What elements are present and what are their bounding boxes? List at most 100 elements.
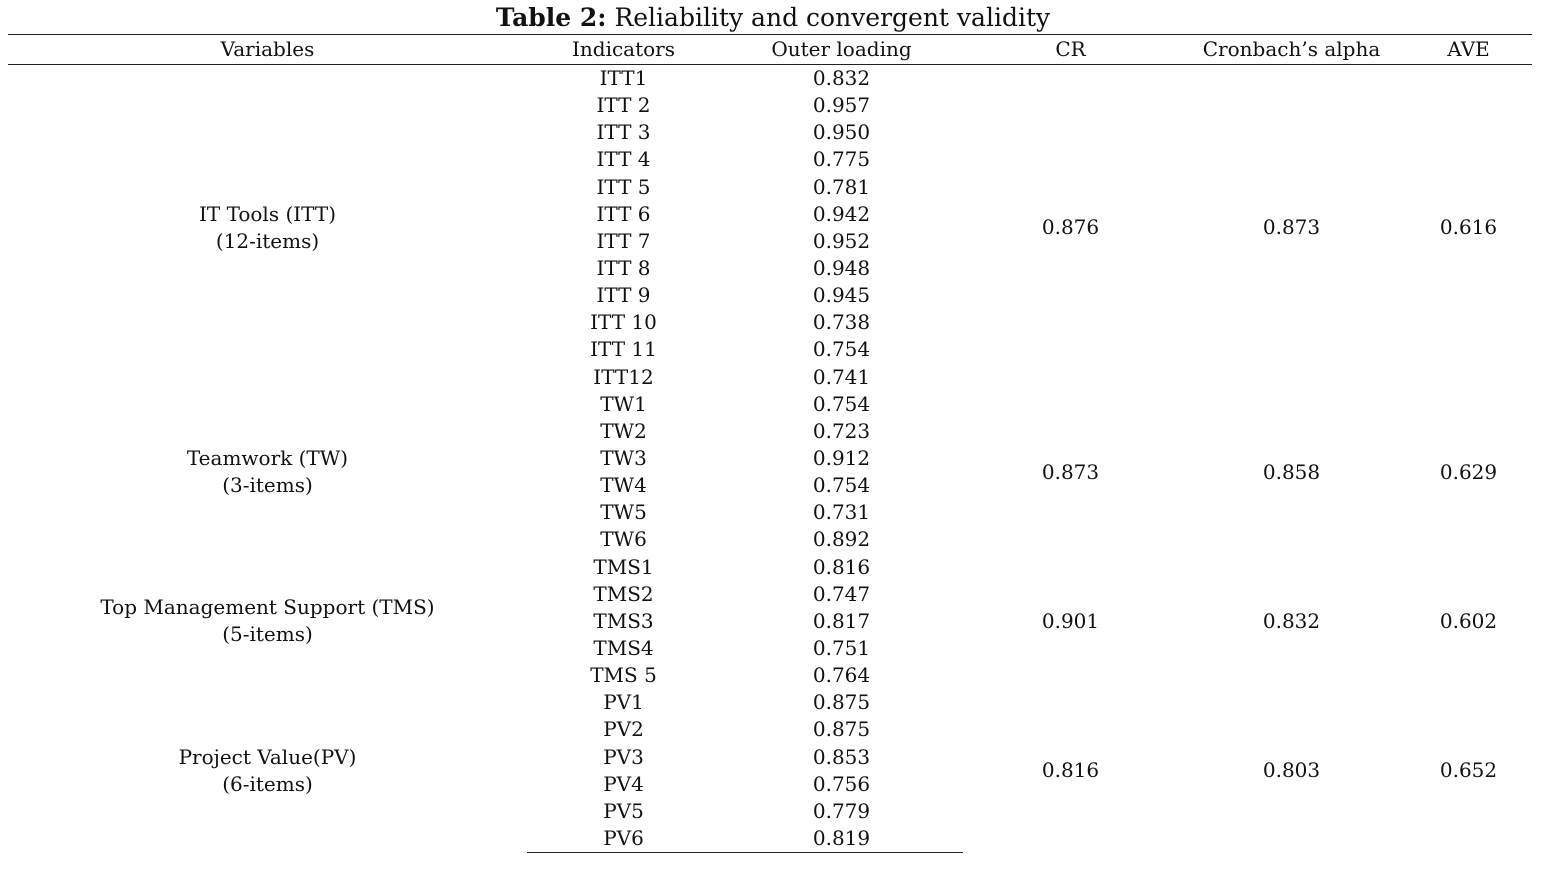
header-variables: Variables bbox=[8, 34, 527, 65]
table-row: TW2 0.723 bbox=[8, 418, 1532, 445]
indicator-cell: ITT 9 bbox=[596, 283, 651, 308]
table-row: ITT 11 0.754 bbox=[8, 336, 1532, 363]
variable-name: Top Management Support (TMS) bbox=[100, 595, 435, 620]
table-row: IT Tools (ITT) (12-items) ITT1 0.832 0.876 0.… bbox=[8, 65, 1532, 253]
table-row: ITT 10 0.738 bbox=[8, 309, 1532, 336]
outer-loading-cell: 0.950 bbox=[812, 120, 871, 145]
table-row: TMS3 0.817 bbox=[8, 608, 1532, 635]
outer-loading-cell: 0.731 bbox=[812, 500, 871, 525]
table-row: PV5 0.779 bbox=[8, 798, 1532, 825]
table-row: TW4 0.754 bbox=[8, 472, 1532, 499]
reliability-table: Variables Indicators Outer loading CR Cr… bbox=[8, 34, 1532, 854]
cr-cell: 0.816 bbox=[1041, 758, 1100, 783]
indicator-cell: ITT 2 bbox=[596, 93, 651, 118]
outer-loading-cell: 0.779 bbox=[812, 798, 871, 823]
outer-loading-cell: 0.875 bbox=[812, 690, 871, 715]
table-row: Teamwork (TW) (3-items) TW1 0.754 0.873 0.858… bbox=[8, 391, 1532, 497]
indicator-cell: ITT 11 bbox=[590, 337, 657, 362]
outer-loading-cell: 0.957 bbox=[812, 93, 871, 118]
variable-item-count: (5-items) bbox=[222, 622, 313, 647]
indicator-cell: TW4 bbox=[600, 473, 647, 498]
indicator-cell: ITT12 bbox=[593, 364, 654, 389]
outer-loading-cell: 0.817 bbox=[812, 608, 871, 633]
indicator-cell: ITT1 bbox=[599, 66, 648, 91]
variable-cell: Teamwork (TW) (3-items) bbox=[8, 391, 527, 554]
outer-loading-cell: 0.942 bbox=[812, 201, 871, 226]
table-body: IT Tools (ITT) (12-items) ITT1 0.832 0.876 0.… bbox=[8, 65, 1532, 854]
indicator-cell: TMS 5 bbox=[590, 663, 657, 688]
outer-loading-cell: 0.819 bbox=[720, 824, 963, 854]
indicator-cell: TMS3 bbox=[593, 608, 654, 633]
indicator-cell: TW1 bbox=[600, 391, 647, 416]
cronbachs-alpha-cell: 0.858 bbox=[1262, 459, 1321, 484]
header-outer-loading: Outer loading bbox=[720, 34, 963, 65]
variable-cell: IT Tools (ITT) (12-items) bbox=[8, 65, 527, 391]
indicator-cell: TW3 bbox=[600, 446, 647, 471]
table-row: TW3 0.912 bbox=[8, 445, 1532, 472]
indicator-cell: TMS1 bbox=[593, 554, 654, 579]
indicator-cell: TMS2 bbox=[593, 581, 654, 606]
table-row: ITT 5 0.781 bbox=[8, 174, 1532, 201]
table-row: TW5 0.731 bbox=[8, 499, 1532, 526]
outer-loading-cell: 0.741 bbox=[812, 364, 871, 389]
cronbachs-alpha-cell: 0.873 bbox=[1262, 215, 1321, 240]
outer-loading-cell: 0.892 bbox=[812, 527, 871, 552]
indicator-cell: ITT 5 bbox=[596, 174, 651, 199]
header-cr: CR bbox=[963, 34, 1178, 65]
indicator-cell: PV6 bbox=[527, 824, 720, 854]
indicator-cell: PV5 bbox=[603, 798, 644, 823]
indicator-cell: TW6 bbox=[600, 527, 647, 552]
table-row: Top Management Support (TMS) (5-items) TMS… bbox=[8, 554, 1532, 647]
outer-loading-cell: 0.832 bbox=[812, 66, 871, 91]
variable-cell: Top Management Support (TMS) (5-items) bbox=[8, 554, 527, 690]
table-row: TMS 5 0.764 bbox=[8, 662, 1532, 689]
table-row: PV3 0.853 bbox=[8, 744, 1532, 771]
outer-loading-cell: 0.754 bbox=[812, 337, 871, 362]
outer-loading-cell: 0.775 bbox=[812, 147, 871, 172]
ave-cell: 0.652 bbox=[1439, 758, 1498, 783]
cronbachs-alpha-cell: 0.803 bbox=[1262, 758, 1321, 783]
variable-item-count: (6-items) bbox=[222, 771, 313, 796]
outer-loading-cell: 0.912 bbox=[812, 446, 871, 471]
outer-loading-cell: 0.754 bbox=[812, 473, 871, 498]
outer-loading-cell: 0.948 bbox=[812, 256, 871, 281]
table-row: PV4 0.756 bbox=[8, 771, 1532, 798]
table-row: PV6 0.819 bbox=[8, 824, 1532, 854]
outer-loading-cell: 0.764 bbox=[812, 663, 871, 688]
outer-loading-cell: 0.747 bbox=[812, 581, 871, 606]
indicator-cell: PV4 bbox=[603, 771, 644, 796]
indicator-cell: ITT 8 bbox=[596, 256, 651, 281]
table-header: Variables Indicators Outer loading CR Cr… bbox=[8, 34, 1532, 65]
ave-cell: 0.616 bbox=[1439, 215, 1498, 240]
header-cronbachs-alpha: Cronbach’s alpha bbox=[1178, 34, 1405, 65]
outer-loading-cell: 0.853 bbox=[812, 744, 871, 769]
indicator-cell: ITT 4 bbox=[596, 147, 651, 172]
outer-loading-cell: 0.723 bbox=[812, 418, 871, 443]
indicator-cell: ITT 6 bbox=[596, 201, 651, 226]
table-row: ITT 8 0.948 bbox=[8, 255, 1532, 282]
ave-cell: 0.629 bbox=[1439, 459, 1498, 484]
indicator-cell: PV2 bbox=[603, 717, 644, 742]
outer-loading-cell: 0.952 bbox=[812, 228, 871, 253]
table-row: ITT12 0.741 bbox=[8, 364, 1532, 391]
outer-loading-cell: 0.738 bbox=[812, 310, 871, 335]
variable-item-count: (3-items) bbox=[222, 473, 313, 498]
indicator-cell: TW5 bbox=[600, 500, 647, 525]
header-ave: AVE bbox=[1405, 34, 1532, 65]
outer-loading-cell: 0.781 bbox=[812, 174, 871, 199]
variable-item-count: (12-items) bbox=[215, 228, 320, 253]
variable-name: Project Value(PV) bbox=[178, 744, 357, 769]
outer-loading-cell: 0.754 bbox=[812, 391, 871, 416]
indicator-cell: ITT 3 bbox=[596, 120, 651, 145]
cr-cell: 0.901 bbox=[1041, 608, 1100, 633]
table-row: TW6 0.892 bbox=[8, 526, 1532, 553]
cr-cell: 0.876 bbox=[1041, 215, 1100, 240]
table-row: ITT 7 0.952 bbox=[8, 228, 1532, 255]
outer-loading-cell: 0.756 bbox=[812, 771, 871, 796]
indicator-cell: ITT 7 bbox=[596, 228, 651, 253]
header-indicators: Indicators bbox=[527, 34, 720, 65]
table-row: ITT 4 0.775 bbox=[8, 146, 1532, 173]
outer-loading-cell: 0.875 bbox=[812, 717, 871, 742]
variable-name: Teamwork (TW) bbox=[186, 446, 349, 471]
variable-cell: Project Value(PV) (6-items) bbox=[8, 689, 527, 852]
